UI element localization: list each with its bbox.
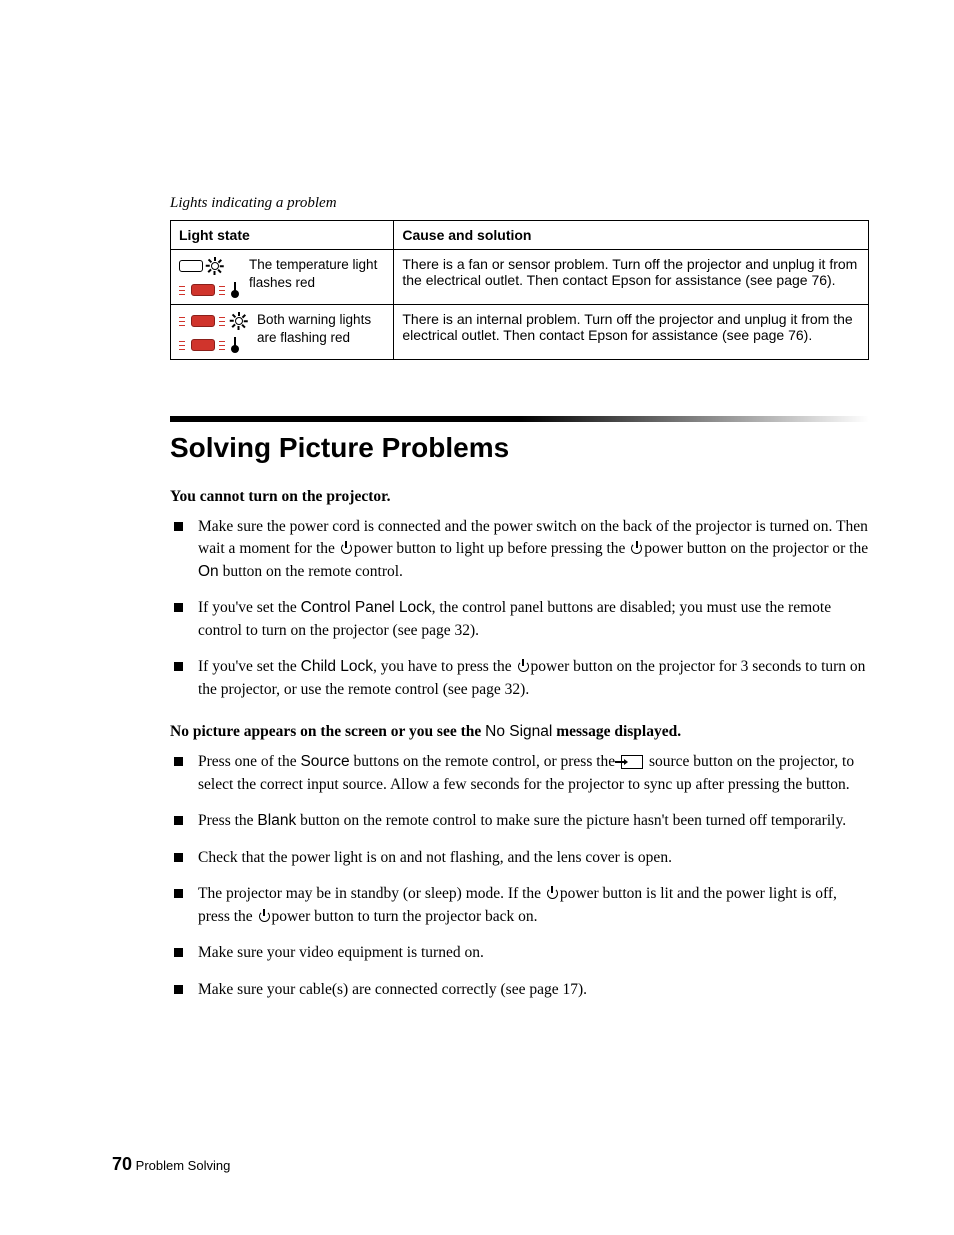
flash-icon	[219, 341, 225, 350]
page-footer: 70 Problem Solving	[112, 1154, 230, 1175]
flash-icon	[179, 341, 185, 350]
light-state-text: Both warning lights are flashing red	[257, 311, 385, 347]
table-row: The temperature light flashes red There …	[171, 250, 869, 305]
power-icon	[517, 660, 530, 673]
flash-icon	[219, 286, 225, 295]
col-header-solution: Cause and solution	[394, 221, 869, 250]
flash-icon	[179, 286, 185, 295]
list-item: Make sure your video equipment is turned…	[170, 942, 869, 964]
subheading: You cannot turn on the projector.	[170, 488, 869, 506]
lamp-icon	[231, 313, 247, 329]
table-row: Both warning lights are flashing red The…	[171, 305, 869, 360]
page-number: 70	[112, 1154, 132, 1174]
flash-icon	[179, 317, 185, 326]
led-icon	[179, 260, 203, 272]
lights-table: Light state Cause and solution	[170, 220, 869, 360]
thermometer-icon	[231, 337, 239, 353]
thermometer-icon	[231, 282, 239, 298]
list-item: Check that the power light is on and not…	[170, 847, 869, 869]
section-divider	[170, 416, 869, 422]
led-icon	[191, 284, 215, 296]
subheading: No picture appears on the screen or you …	[170, 723, 869, 741]
power-icon	[340, 542, 353, 555]
light-state-icons	[179, 311, 247, 353]
power-icon	[258, 910, 271, 923]
section-heading: Solving Picture Problems	[170, 432, 869, 464]
table-caption: Lights indicating a problem	[170, 195, 869, 212]
col-header-state: Light state	[171, 221, 394, 250]
power-icon	[630, 542, 643, 555]
list-item: Make sure your cable(s) are connected co…	[170, 979, 869, 1001]
flash-icon	[219, 317, 225, 326]
list-item: Make sure the power cord is connected an…	[170, 516, 869, 583]
lamp-icon	[207, 258, 223, 274]
led-icon	[191, 315, 215, 327]
solution-text: There is a fan or sensor problem. Turn o…	[394, 250, 869, 305]
list-item: Press the Blank button on the remote con…	[170, 810, 869, 832]
list-item: The projector may be in standby (or slee…	[170, 883, 869, 928]
bullet-list: Press one of the Source buttons on the r…	[170, 751, 869, 1001]
list-item: If you've set the Control Panel Lock, th…	[170, 597, 869, 642]
led-icon	[191, 339, 215, 351]
solution-text: There is an internal problem. Turn off t…	[394, 305, 869, 360]
source-icon	[621, 755, 643, 769]
list-item: If you've set the Child Lock, you have t…	[170, 656, 869, 701]
manual-page: Lights indicating a problem Light state …	[0, 0, 954, 1235]
power-icon	[546, 887, 559, 900]
light-state-icons	[179, 256, 239, 298]
light-state-text: The temperature light flashes red	[249, 256, 385, 292]
list-item: Press one of the Source buttons on the r…	[170, 751, 869, 796]
bullet-list: Make sure the power cord is connected an…	[170, 516, 869, 701]
footer-label: Problem Solving	[136, 1158, 231, 1173]
